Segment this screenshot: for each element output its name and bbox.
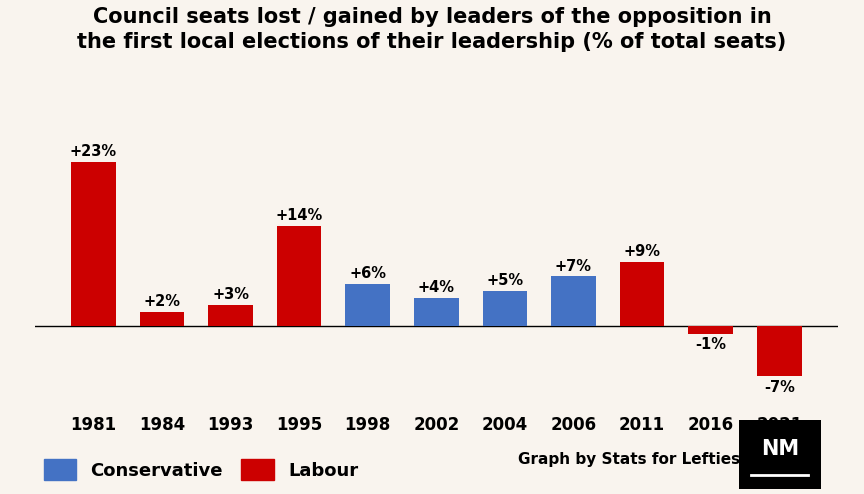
Bar xyxy=(276,226,321,327)
Text: +6%: +6% xyxy=(349,266,386,281)
Text: +2%: +2% xyxy=(143,294,181,309)
Text: +4%: +4% xyxy=(418,280,454,295)
Text: Council seats lost / gained by leaders of the opposition in
the first local elec: Council seats lost / gained by leaders o… xyxy=(78,7,786,52)
Bar xyxy=(346,284,390,327)
Legend: Conservative, Labour: Conservative, Labour xyxy=(43,459,359,480)
Bar xyxy=(71,162,116,327)
Bar xyxy=(551,276,596,327)
Text: Graph by Stats for Lefties: Graph by Stats for Lefties xyxy=(518,452,740,467)
Text: -7%: -7% xyxy=(764,380,795,395)
Text: -1%: -1% xyxy=(696,337,726,352)
Bar xyxy=(208,305,253,327)
Bar xyxy=(140,312,184,327)
Bar xyxy=(757,327,802,376)
Text: +5%: +5% xyxy=(486,273,524,288)
Text: NM: NM xyxy=(760,439,799,459)
Text: +9%: +9% xyxy=(624,244,661,259)
Bar xyxy=(619,262,664,327)
Text: +14%: +14% xyxy=(276,208,323,223)
Text: +23%: +23% xyxy=(70,144,117,159)
Bar xyxy=(689,327,733,333)
Text: +3%: +3% xyxy=(212,287,249,302)
Bar xyxy=(483,290,527,327)
Text: +7%: +7% xyxy=(555,258,592,274)
Bar xyxy=(414,298,459,327)
